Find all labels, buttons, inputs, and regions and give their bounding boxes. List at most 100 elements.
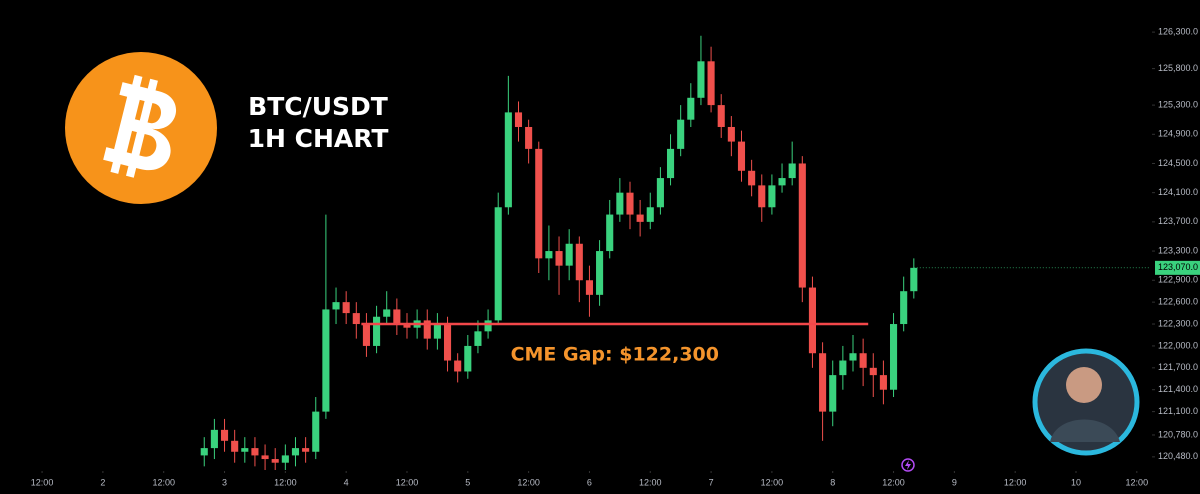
candle-body: [322, 309, 330, 412]
candle-body: [555, 251, 563, 266]
y-tick-label: 124,100.0: [1158, 187, 1198, 197]
x-tick-label: 12:00: [639, 477, 662, 487]
candle-body: [312, 411, 320, 452]
x-tick-label: 3: [222, 477, 227, 487]
candle-body: [454, 360, 462, 372]
x-tick-label: 12:00: [274, 477, 297, 487]
candle-body: [302, 448, 310, 452]
candle-body: [504, 112, 512, 208]
x-tick-label: 9: [952, 477, 957, 487]
candle-body: [707, 61, 715, 106]
y-tick-label: 121,700.0: [1158, 362, 1198, 372]
candle-body: [291, 448, 300, 456]
avatar: [1032, 348, 1140, 456]
candle-body: [585, 280, 593, 295]
chart-subtitle: 1H CHART: [248, 124, 389, 153]
candle-body: [575, 243, 583, 281]
candle-body: [687, 97, 695, 120]
candle-body: [281, 455, 289, 463]
y-tick-label: 125,300.0: [1158, 99, 1198, 109]
candle-body: [220, 429, 229, 441]
candle-body: [535, 148, 543, 259]
y-tick-label: 125,800.0: [1158, 63, 1198, 73]
candle-body: [352, 313, 360, 325]
candle-body: [758, 185, 766, 208]
y-tick-label: 122,300.0: [1158, 318, 1198, 328]
x-tick-label: 12:00: [1004, 477, 1027, 487]
candle-body: [261, 455, 269, 460]
candle-body: [768, 185, 776, 208]
candle-body: [514, 112, 523, 127]
y-tick-label: 121,100.0: [1158, 406, 1198, 416]
x-tick-label: 12:00: [1126, 477, 1149, 487]
last-price-label: 123,070.0: [1158, 262, 1198, 272]
flash-icon: [901, 458, 915, 472]
candle-body: [362, 324, 370, 346]
x-tick-label: 12:00: [31, 477, 54, 487]
candle-body: [778, 178, 786, 186]
y-tick-label: 123,700.0: [1158, 216, 1198, 226]
candle-body: [494, 207, 502, 321]
candle-body: [525, 126, 533, 149]
candle-body: [748, 170, 756, 186]
candle-body: [656, 178, 664, 208]
candle-body: [900, 291, 908, 325]
candle-body: [241, 448, 249, 452]
y-tick-label: 124,500.0: [1158, 158, 1198, 168]
y-tick-label: 122,600.0: [1158, 297, 1198, 307]
plot-area: 126,300.0 125,800.0 125,300.0 124,900.0 124,…: [31, 26, 1200, 487]
y-tick-label: 124,900.0: [1158, 129, 1198, 139]
avatar-head: [1066, 367, 1102, 403]
y-tick-label: 122,900.0: [1158, 275, 1198, 285]
candle-body: [423, 320, 431, 339]
candle-body: [666, 148, 675, 179]
candle-body: [829, 375, 837, 412]
candle-body: [737, 141, 746, 171]
candle-body: [798, 163, 806, 288]
candle-body: [393, 309, 401, 325]
avatar-body: [1050, 419, 1120, 442]
candle-body: [342, 302, 350, 314]
candle-body: [910, 267, 918, 292]
candle-body: [859, 353, 867, 368]
candle-body: [697, 61, 705, 98]
candle-body: [879, 375, 887, 390]
x-tick-label: 5: [465, 477, 470, 487]
x-tick-label: 12:00: [761, 477, 784, 487]
candle-body: [433, 324, 441, 339]
candle-body: [839, 360, 847, 376]
candle-body: [677, 119, 685, 149]
candle-body: [545, 251, 553, 259]
x-tick-label: 8: [830, 477, 835, 487]
candle-body: [849, 353, 857, 361]
x-tick-label: 12:00: [882, 477, 905, 487]
y-tick-label: 126,300.0: [1158, 26, 1198, 36]
candle-body: [819, 353, 827, 412]
gap-label: CME Gap: $122,300: [511, 344, 719, 366]
x-tick-label: 7: [709, 477, 714, 487]
candle-body: [403, 324, 411, 328]
candle-body: [717, 105, 725, 127]
y-tick-label: 121,400.0: [1158, 384, 1198, 394]
candle-body: [373, 316, 381, 346]
candle-body: [210, 429, 218, 449]
chart-title: BTC/USDT: [248, 92, 388, 121]
candle-body: [606, 214, 614, 252]
x-tick-label: 12:00: [396, 477, 419, 487]
candle-body: [474, 331, 482, 346]
y-tick-label: 122,000.0: [1158, 340, 1198, 350]
candle-body: [616, 192, 624, 215]
candle-body: [808, 287, 816, 354]
candle-body: [889, 324, 898, 390]
candle-body: [484, 320, 492, 332]
candle-body: [332, 302, 340, 310]
x-tick-label: 12:00: [152, 477, 175, 487]
candle-body: [251, 448, 259, 456]
bitcoin-logo: [65, 52, 217, 204]
y-tick-label: 120,480.0: [1158, 451, 1198, 461]
x-tick-label: 2: [100, 477, 105, 487]
candle-body: [231, 440, 239, 452]
logo-symbol: [103, 74, 176, 178]
candle-body: [646, 207, 654, 222]
